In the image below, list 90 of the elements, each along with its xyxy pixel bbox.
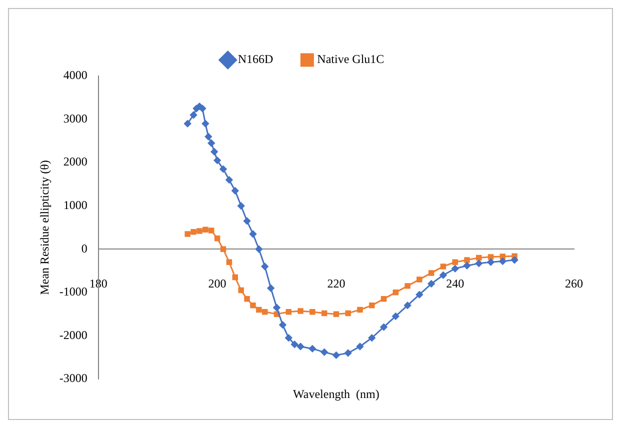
point <box>392 290 399 296</box>
y-tick-label: 0 <box>81 241 88 256</box>
point <box>279 321 286 328</box>
y-tick-label: 4000 <box>63 68 88 82</box>
y-tick-label: -2000 <box>59 328 88 342</box>
point <box>285 334 292 342</box>
point <box>184 231 190 237</box>
x-axis-title: Wavelength (nm) <box>293 387 380 402</box>
point <box>392 312 400 320</box>
x-tick-label: 260 <box>565 276 583 290</box>
point <box>232 187 239 194</box>
point <box>208 140 215 147</box>
point <box>226 259 232 265</box>
point <box>464 257 470 263</box>
point <box>232 274 238 280</box>
point <box>488 254 494 260</box>
point <box>214 156 221 164</box>
point <box>249 230 257 238</box>
point <box>344 349 352 357</box>
point <box>202 226 208 233</box>
point <box>291 340 298 348</box>
point <box>499 258 506 265</box>
x-tick-label: 220 <box>327 276 346 290</box>
point <box>357 306 363 313</box>
point <box>487 258 494 266</box>
y-tick-label: 3000 <box>63 111 88 126</box>
point <box>511 256 518 264</box>
point <box>214 235 220 242</box>
point <box>476 254 482 261</box>
point <box>321 310 328 316</box>
point <box>428 270 434 276</box>
point <box>198 104 206 112</box>
point <box>256 306 262 313</box>
x-tick-label: 180 <box>89 276 108 290</box>
point <box>380 296 387 302</box>
y-tick-label: 2000 <box>63 154 88 169</box>
point <box>368 302 375 308</box>
point <box>380 324 388 331</box>
point <box>238 202 245 210</box>
point <box>208 228 214 234</box>
point <box>204 133 212 140</box>
point <box>238 287 244 294</box>
point <box>500 254 506 260</box>
point <box>463 262 471 270</box>
point <box>244 296 250 302</box>
y-axis-title: Mean Residue ellipticity (θ) <box>37 160 52 295</box>
point <box>440 272 447 279</box>
point <box>428 280 435 288</box>
point <box>345 310 351 316</box>
legend-label: N166D <box>238 52 274 66</box>
x-tick-label: 200 <box>208 276 226 290</box>
point <box>356 342 364 350</box>
point <box>184 120 192 128</box>
point <box>196 228 202 234</box>
point <box>320 348 328 356</box>
point <box>440 264 446 270</box>
point <box>220 246 226 252</box>
point <box>243 217 251 225</box>
point <box>416 291 423 298</box>
point <box>273 304 280 312</box>
point <box>308 345 316 352</box>
point <box>286 309 292 315</box>
y-tick-label: -1000 <box>59 284 88 299</box>
point <box>404 302 412 309</box>
point <box>296 342 304 350</box>
point <box>190 228 196 235</box>
point <box>475 260 482 267</box>
point <box>267 284 274 292</box>
point <box>404 283 410 289</box>
x-tick-label: 240 <box>446 276 464 290</box>
point <box>310 309 316 315</box>
point <box>202 120 209 128</box>
point <box>368 334 376 342</box>
y-tick-label: -3000 <box>59 371 88 386</box>
point <box>190 111 198 119</box>
point <box>250 302 256 308</box>
point <box>452 265 459 272</box>
point <box>261 262 268 270</box>
legend-label: Native Glu1C <box>317 52 384 66</box>
y-tick-label: 1000 <box>63 198 88 212</box>
point <box>298 308 304 314</box>
point <box>226 176 233 184</box>
point <box>332 352 340 359</box>
point <box>262 309 268 315</box>
point <box>255 246 262 253</box>
point <box>452 259 458 265</box>
point <box>416 276 422 282</box>
point <box>333 311 340 317</box>
point <box>210 148 218 156</box>
point <box>220 166 227 173</box>
